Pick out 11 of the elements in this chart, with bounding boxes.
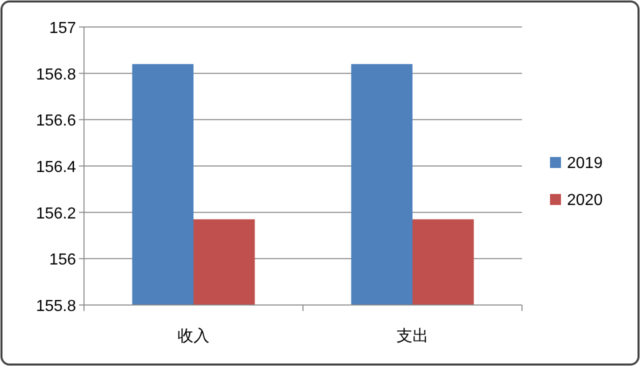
y-tick-label: 155.8 [36, 298, 76, 315]
y-tick-label: 156.2 [36, 205, 76, 222]
y-tick-label: 156 [49, 252, 76, 269]
y-tick-label: 156.6 [36, 112, 76, 130]
legend-label: 2019 [567, 155, 603, 172]
y-tick-label: 156.8 [36, 66, 76, 84]
x-tick-label: 收入 [178, 327, 210, 345]
x-tick-label: 支出 [396, 327, 428, 345]
y-tick-label: 156.4 [36, 159, 76, 176]
legend-label: 2020 [567, 192, 603, 209]
y-tick-label: 157 [49, 20, 76, 37]
